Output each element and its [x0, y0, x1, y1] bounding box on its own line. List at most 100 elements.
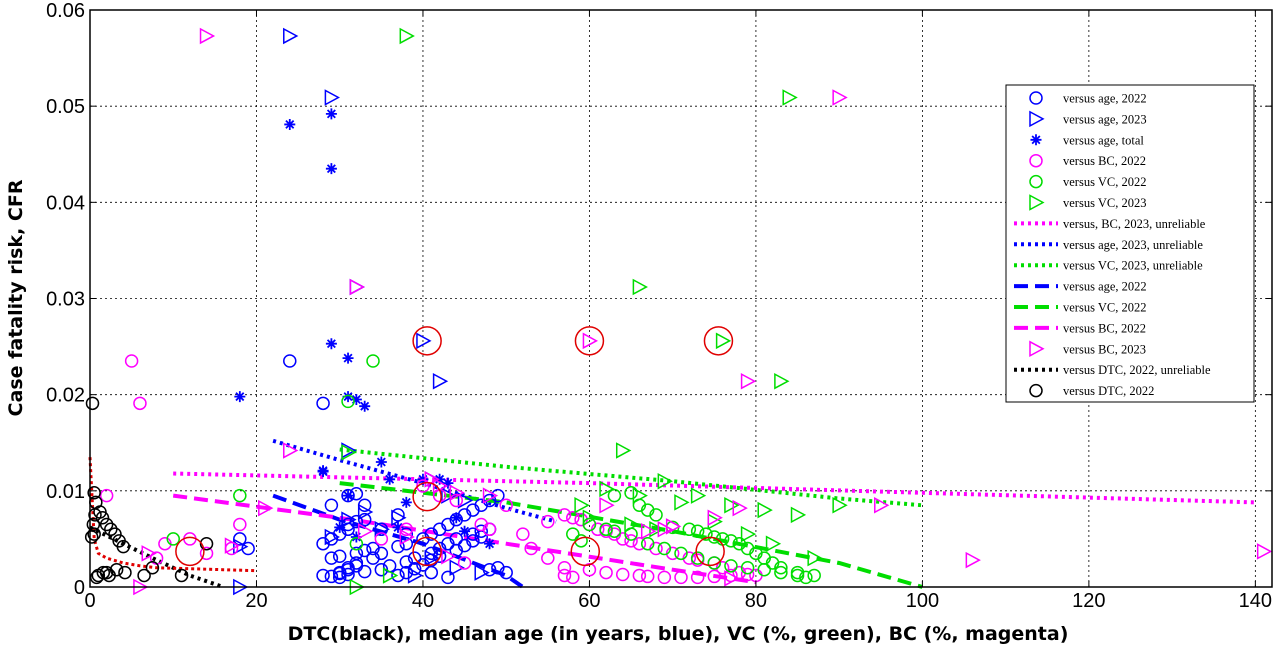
legend-label: versus VC, 2022	[1063, 175, 1146, 189]
point-versus-vc-2023	[740, 525, 757, 543]
point-versus-bc-2023	[657, 521, 673, 538]
point-versus-bc-2022	[374, 532, 389, 546]
point-versus-age-2022	[499, 565, 513, 580]
point-versus-bc-2023	[357, 522, 374, 540]
point-versus-bc-2023	[599, 497, 615, 514]
point-versus-bc-2023	[1256, 543, 1273, 560]
point-versus-age-2022	[341, 562, 355, 577]
point-versus-age-2022	[466, 534, 480, 548]
legend-label: versus, BC, 2023, unreliable	[1063, 217, 1206, 231]
point-versus-dtc-2022	[85, 396, 100, 411]
point-versus-bc-2022	[674, 570, 688, 585]
legend-label: versus VC, 2022	[1063, 301, 1146, 315]
point-versus-age-2022	[324, 498, 339, 513]
point-versus-bc-2023	[832, 89, 848, 106]
x-tick-label: 100	[906, 590, 939, 612]
point-versus-dtc-2022	[137, 568, 151, 583]
point-versus-vc-2023	[624, 516, 640, 533]
point-versus-bc-2022	[499, 498, 513, 513]
point-versus-vc-2022	[366, 354, 380, 368]
point-versus-age-2022	[407, 551, 422, 565]
point-versus-vc-2023	[690, 487, 707, 504]
point-versus-bc-2023	[732, 499, 748, 517]
point-versus-dtc-2022	[84, 530, 99, 544]
point-versus-bc-2023	[199, 27, 216, 45]
point-versus-vc-2023	[599, 480, 615, 498]
point-versus-bc-2022	[707, 569, 722, 584]
point-versus-dtc-2022	[104, 522, 118, 537]
point-versus-bc-2023	[349, 278, 365, 296]
point-versus-bc-2022	[524, 541, 538, 556]
point-versus-bc-2023	[449, 484, 465, 502]
point-versus-dtc-2022	[87, 527, 101, 541]
point-versus-age-2023	[474, 564, 490, 581]
point-versus-bc-2022	[566, 511, 580, 525]
legend-label: versus DTC, 2022, unreliable	[1063, 363, 1211, 377]
point-versus-bc-2023	[965, 551, 981, 569]
point-versus-age-total	[325, 108, 337, 120]
point-versus-dtc-2022	[199, 536, 214, 551]
point-versus-bc-2022	[632, 536, 647, 551]
point-versus-age-total	[342, 490, 354, 502]
legend-marker-versus-age-2022	[1029, 91, 1043, 105]
point-versus-age-total	[459, 525, 471, 537]
point-versus-bc-2022	[233, 517, 247, 532]
point-versus-vc-2022	[566, 527, 580, 541]
point-versus-vc-2023	[399, 27, 415, 45]
point-versus-age-total	[342, 391, 354, 403]
point-versus-vc-2022	[682, 522, 697, 537]
point-versus-age-2023	[233, 538, 249, 555]
y-tick-label: 0.03	[46, 289, 85, 311]
point-versus-vc-2023	[632, 278, 648, 296]
fit-lines	[88, 438, 1256, 589]
point-versus-bc-2022	[624, 534, 638, 548]
point-versus-age-2022	[391, 568, 405, 583]
point-versus-vc-2022	[799, 570, 813, 585]
point-versus-bc-2022	[690, 570, 705, 585]
point-versus-bc-2023	[707, 509, 723, 527]
point-versus-vc-2023	[632, 487, 648, 504]
x-tick-label: 0	[84, 590, 95, 612]
highlight-circle	[412, 326, 442, 356]
point-versus-bc-2022	[124, 354, 139, 368]
highlight-circle	[695, 536, 725, 567]
point-versus-age-2023	[449, 559, 465, 577]
legend: versus age, 2022 versus age, 2023 versus a…	[1005, 84, 1255, 403]
point-versus-age-2022	[341, 567, 355, 582]
point-versus-age-total	[442, 477, 454, 489]
legend-marker-versus-dtc-2022	[1029, 383, 1043, 398]
point-versus-vc-2023	[341, 444, 357, 461]
point-versus-age-2022	[349, 486, 364, 501]
point-versus-bc-2022	[199, 546, 214, 561]
point-versus-dtc-2022	[95, 511, 110, 525]
point-versus-age-total	[317, 465, 329, 477]
point-versus-vc-2023	[832, 497, 848, 514]
point-versus-age-2022	[341, 488, 355, 503]
point-versus-age-total	[284, 118, 296, 130]
point-versus-age-2023	[341, 511, 357, 528]
point-versus-age-total	[342, 352, 354, 364]
point-versus-age-2023	[441, 487, 457, 504]
fit-line-dtc-red	[88, 457, 257, 573]
point-versus-bc-2022	[632, 568, 647, 583]
y-tick-label: 0.02	[46, 385, 85, 407]
highlight-circle	[703, 326, 734, 356]
point-versus-vc-2022	[690, 524, 705, 538]
point-versus-dtc-2022	[108, 527, 122, 541]
point-versus-dtc-2022	[99, 517, 114, 532]
legend-marker-versus-age-total	[1030, 134, 1042, 146]
point-versus-age-total	[450, 512, 462, 524]
point-versus-age-total	[334, 521, 346, 533]
point-versus-age-total	[325, 338, 337, 350]
point-versus-dtc-2022	[93, 505, 107, 519]
y-axis-label: Case fatality risk, CFR	[5, 179, 27, 416]
point-versus-age-2022	[357, 543, 372, 558]
point-versus-vc-2023	[674, 494, 690, 511]
point-versus-vc-2022	[674, 546, 688, 561]
legend-label: versus age, total	[1063, 133, 1144, 147]
point-versus-vc-2022	[640, 536, 655, 551]
point-versus-dtc-2022	[116, 539, 131, 554]
legend-label: versus BC, 2022	[1063, 154, 1146, 168]
